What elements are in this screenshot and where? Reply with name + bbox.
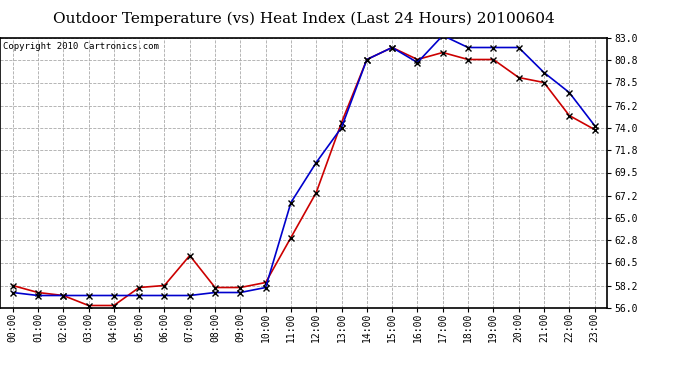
Text: Copyright 2010 Cartronics.com: Copyright 2010 Cartronics.com <box>3 42 159 51</box>
Text: Outdoor Temperature (vs) Heat Index (Last 24 Hours) 20100604: Outdoor Temperature (vs) Heat Index (Las… <box>52 11 555 26</box>
